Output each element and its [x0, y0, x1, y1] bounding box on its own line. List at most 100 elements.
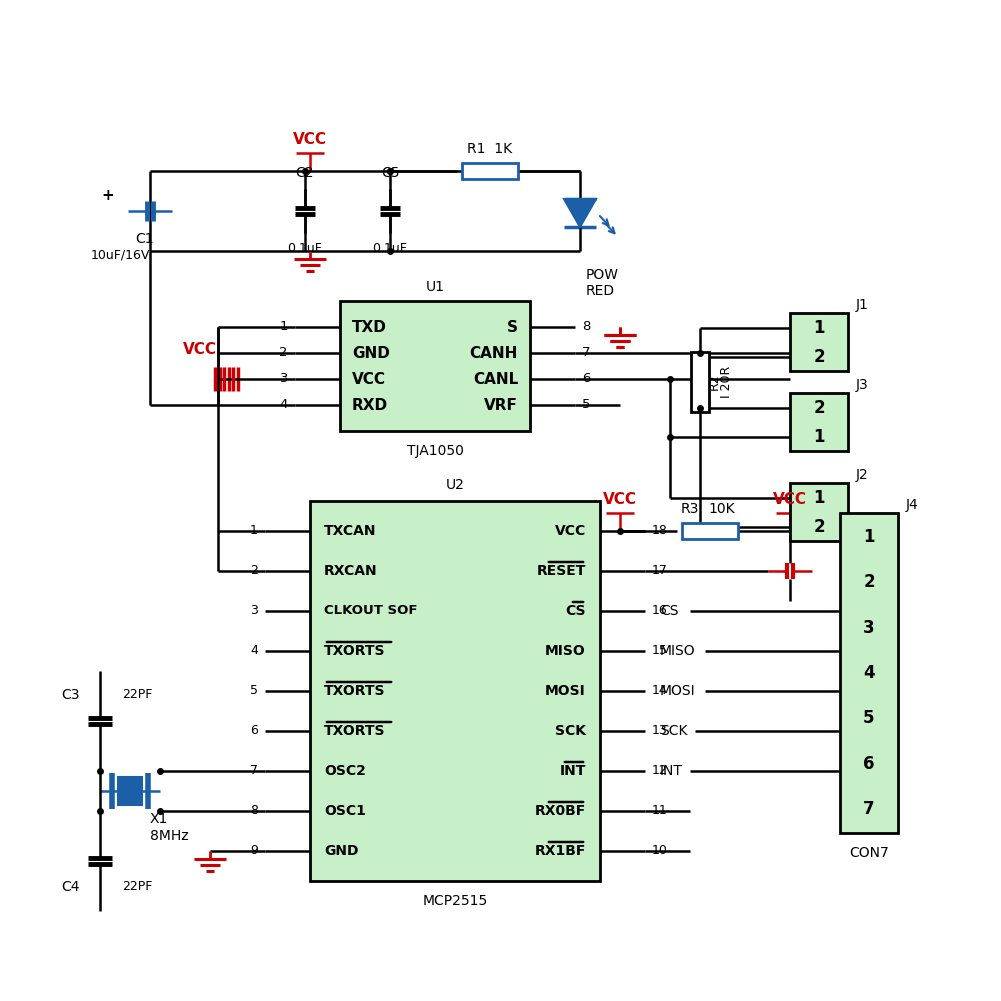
Text: CANH: CANH	[469, 345, 518, 360]
Text: 4: 4	[863, 664, 875, 682]
Text: 16: 16	[652, 605, 668, 618]
Text: 6: 6	[582, 372, 591, 385]
Text: 10uF/16V: 10uF/16V	[90, 248, 150, 261]
Text: 2: 2	[813, 399, 825, 417]
Text: 8: 8	[582, 320, 591, 333]
Text: C5: C5	[380, 166, 399, 180]
Text: MCP2515: MCP2515	[422, 894, 487, 908]
Text: TXORTS: TXORTS	[324, 724, 385, 738]
Text: J2: J2	[856, 468, 869, 482]
Text: RESET: RESET	[537, 564, 586, 578]
Text: MOSI: MOSI	[546, 684, 586, 698]
Text: 1: 1	[279, 320, 288, 333]
Text: S: S	[507, 319, 518, 334]
Text: 6: 6	[863, 755, 875, 773]
Bar	[462, 163, 518, 179]
Bar	[682, 523, 738, 539]
Text: 6: 6	[250, 725, 258, 738]
Text: 22PF: 22PF	[122, 881, 152, 894]
Text: C3: C3	[61, 688, 80, 702]
Text: SCK: SCK	[660, 724, 688, 738]
Text: 8: 8	[250, 805, 258, 818]
Text: 10K: 10K	[709, 502, 736, 516]
Text: 14: 14	[652, 685, 668, 698]
Bar	[840, 513, 898, 833]
Text: GND: GND	[352, 345, 389, 360]
Text: VCC: VCC	[555, 524, 586, 538]
Text: 5: 5	[582, 398, 591, 411]
Text: 7: 7	[250, 765, 258, 778]
Bar	[691, 352, 709, 412]
Text: RX0BF: RX0BF	[535, 804, 586, 818]
Text: R1  1K: R1 1K	[467, 142, 513, 156]
Text: 18: 18	[652, 525, 668, 538]
Bar	[310, 500, 600, 881]
Text: 2: 2	[279, 346, 288, 359]
Text: POW: POW	[586, 268, 619, 282]
Text: 2: 2	[813, 348, 825, 366]
Text: OSC1: OSC1	[324, 804, 366, 818]
Text: 9: 9	[250, 845, 258, 858]
Text: TXCAN: TXCAN	[324, 524, 376, 538]
Text: 2: 2	[250, 565, 258, 578]
Text: 12: 12	[652, 765, 668, 778]
Text: 1: 1	[250, 525, 258, 538]
Text: OSC2: OSC2	[324, 764, 366, 778]
Text: INT: INT	[660, 764, 683, 778]
Text: RXD: RXD	[352, 397, 388, 412]
Text: 4: 4	[250, 645, 258, 658]
Text: SCK: SCK	[555, 724, 586, 738]
Text: 8MHz: 8MHz	[150, 829, 188, 843]
Text: C4: C4	[61, 880, 80, 894]
Text: R3: R3	[681, 502, 699, 516]
Text: U2: U2	[445, 478, 464, 492]
Polygon shape	[564, 199, 596, 227]
Text: U1: U1	[425, 280, 444, 294]
Text: 17: 17	[652, 565, 668, 578]
Text: 10: 10	[652, 845, 668, 858]
Text: MISO: MISO	[660, 644, 696, 658]
Text: TJA1050: TJA1050	[406, 444, 463, 458]
Text: VCC: VCC	[603, 491, 637, 507]
Text: 0.1uF: 0.1uF	[287, 242, 322, 255]
Text: CON7: CON7	[849, 846, 889, 860]
Text: 7: 7	[582, 346, 591, 359]
Text: 2: 2	[863, 574, 875, 592]
Text: 0.1uF: 0.1uF	[372, 242, 407, 255]
Bar	[790, 483, 848, 541]
Text: GND: GND	[324, 844, 358, 858]
Text: C1: C1	[135, 232, 153, 246]
Text: 1: 1	[813, 428, 825, 446]
Text: VCC: VCC	[773, 491, 807, 507]
Text: J1: J1	[856, 298, 869, 312]
Text: X1: X1	[150, 812, 168, 826]
Text: 2: 2	[813, 518, 825, 536]
Text: 4: 4	[279, 398, 288, 411]
Text: INT: INT	[560, 764, 586, 778]
Text: RX1BF: RX1BF	[535, 844, 586, 858]
Bar	[790, 393, 848, 451]
Text: RXCAN: RXCAN	[324, 564, 377, 578]
Bar	[790, 313, 848, 371]
Text: 3: 3	[250, 605, 258, 618]
Text: 13: 13	[652, 725, 668, 738]
Text: 7: 7	[863, 800, 875, 818]
Text: CS: CS	[660, 604, 679, 618]
Bar	[118, 777, 142, 805]
Text: CANL: CANL	[472, 371, 518, 386]
Text: 5: 5	[250, 685, 258, 698]
Text: 22PF: 22PF	[122, 689, 152, 702]
Text: TXORTS: TXORTS	[324, 644, 385, 658]
Text: MISO: MISO	[546, 644, 586, 658]
Text: 3: 3	[279, 372, 288, 385]
Text: 1: 1	[813, 489, 825, 507]
Bar	[340, 301, 530, 431]
Text: 1: 1	[813, 319, 825, 337]
Text: C2: C2	[295, 166, 314, 180]
Text: TXD: TXD	[352, 319, 386, 334]
Text: I 20R: I 20R	[720, 366, 733, 398]
Text: J3: J3	[856, 378, 869, 392]
Text: RED: RED	[586, 284, 616, 298]
Text: VCC: VCC	[293, 131, 327, 146]
Text: +: +	[102, 187, 114, 202]
